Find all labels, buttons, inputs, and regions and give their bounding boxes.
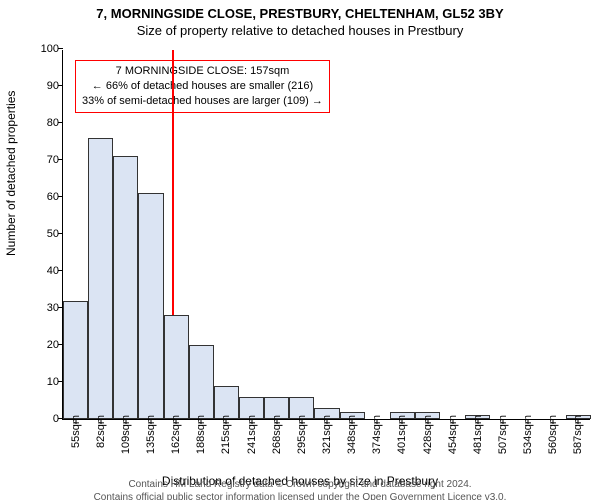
bar xyxy=(88,138,113,419)
y-tick-mark xyxy=(58,307,63,308)
x-tick-label: 534sqm xyxy=(522,415,534,454)
x-tick-label: 454sqm xyxy=(447,415,459,454)
bar-slot: 534sqm xyxy=(516,50,541,419)
bar xyxy=(164,315,189,419)
y-tick-label: 10 xyxy=(27,376,59,388)
x-tick-label: 507sqm xyxy=(497,415,509,454)
bar-slot: 188sqm xyxy=(189,50,214,419)
chart-container: 7, MORNINGSIDE CLOSE, PRESTBURY, CHELTEN… xyxy=(0,6,600,500)
y-tick-mark xyxy=(58,270,63,271)
bar-slot: 135sqm xyxy=(138,50,163,419)
footer-line-2: Contains official public sector informat… xyxy=(0,492,600,500)
y-tick-mark xyxy=(58,85,63,86)
bar xyxy=(138,193,163,419)
bar-slot: 374sqm xyxy=(365,50,390,419)
x-tick-label: 215sqm xyxy=(220,415,232,454)
x-tick-label: 241sqm xyxy=(246,415,258,454)
x-tick-label: 321sqm xyxy=(321,415,333,454)
x-tick-label: 428sqm xyxy=(422,415,434,454)
title-line-2: Size of property relative to detached ho… xyxy=(0,23,600,39)
y-tick-label: 30 xyxy=(27,302,59,314)
bar xyxy=(113,156,138,419)
x-tick-label: 55sqm xyxy=(70,415,82,448)
x-tick-label: 295sqm xyxy=(296,415,308,454)
x-tick-label: 560sqm xyxy=(547,415,559,454)
bar-slot: 428sqm xyxy=(415,50,440,419)
y-tick-mark xyxy=(58,233,63,234)
bars-group: 55sqm82sqm109sqm135sqm162sqm188sqm215sqm… xyxy=(63,50,591,419)
bar-slot: 241sqm xyxy=(239,50,264,419)
bar-slot: 587sqm xyxy=(566,50,591,419)
plot-area: 7 MORNINGSIDE CLOSE: 157sqm ← 66% of det… xyxy=(62,50,590,420)
y-tick-label: 50 xyxy=(27,228,59,240)
x-tick-label: 82sqm xyxy=(95,415,107,448)
y-tick-mark xyxy=(58,381,63,382)
bar-slot: 215sqm xyxy=(214,50,239,419)
bar-slot: 55sqm xyxy=(63,50,88,419)
y-tick-label: 80 xyxy=(27,117,59,129)
bar xyxy=(63,301,88,419)
y-tick-label: 20 xyxy=(27,339,59,351)
y-tick-mark xyxy=(58,418,63,419)
x-tick-label: 188sqm xyxy=(195,415,207,454)
footer: Contains HM Land Registry data © Crown c… xyxy=(0,479,600,500)
bar-slot: 268sqm xyxy=(264,50,289,419)
y-tick-mark xyxy=(58,48,63,49)
y-tick-label: 100 xyxy=(27,43,59,55)
y-tick-label: 70 xyxy=(27,154,59,166)
bar-slot: 109sqm xyxy=(113,50,138,419)
bar-slot: 507sqm xyxy=(490,50,515,419)
bar-slot: 348sqm xyxy=(340,50,365,419)
bar-slot: 162sqm xyxy=(164,50,189,419)
x-tick-label: 587sqm xyxy=(572,415,584,454)
footer-line-1: Contains HM Land Registry data © Crown c… xyxy=(0,479,600,492)
title-line-1: 7, MORNINGSIDE CLOSE, PRESTBURY, CHELTEN… xyxy=(0,6,600,22)
y-axis-label: Number of detached properties xyxy=(4,91,18,256)
y-tick-label: 0 xyxy=(27,413,59,425)
y-tick-label: 60 xyxy=(27,191,59,203)
y-tick-mark xyxy=(58,122,63,123)
x-tick-label: 374sqm xyxy=(371,415,383,454)
x-tick-label: 109sqm xyxy=(120,415,132,454)
bar xyxy=(189,345,214,419)
y-tick-mark xyxy=(58,159,63,160)
x-tick-label: 135sqm xyxy=(145,415,157,454)
x-tick-label: 401sqm xyxy=(396,415,408,454)
bar-slot: 481sqm xyxy=(465,50,490,419)
y-tick-mark xyxy=(58,344,63,345)
bar-slot: 454sqm xyxy=(440,50,465,419)
bar-slot: 82sqm xyxy=(88,50,113,419)
x-tick-label: 481sqm xyxy=(472,415,484,454)
y-tick-label: 90 xyxy=(27,80,59,92)
bar-slot: 295sqm xyxy=(289,50,314,419)
x-tick-label: 348sqm xyxy=(346,415,358,454)
bar-slot: 560sqm xyxy=(541,50,566,419)
bar xyxy=(214,386,239,419)
bar-slot: 321sqm xyxy=(314,50,339,419)
x-tick-label: 268sqm xyxy=(271,415,283,454)
x-tick-label: 162sqm xyxy=(170,415,182,454)
y-tick-label: 40 xyxy=(27,265,59,277)
y-tick-mark xyxy=(58,196,63,197)
bar-slot: 401sqm xyxy=(390,50,415,419)
